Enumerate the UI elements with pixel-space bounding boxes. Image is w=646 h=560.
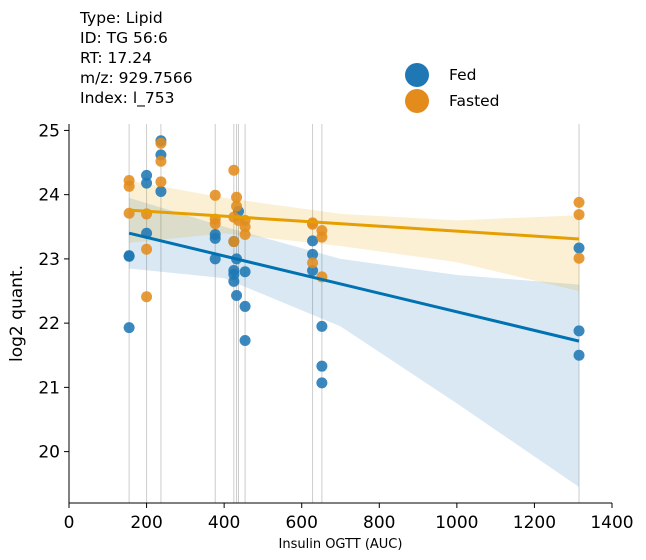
x-tick-label: 1200 xyxy=(513,513,556,533)
info-line-index: Index: l_753 xyxy=(80,89,175,107)
data-point-fed xyxy=(228,275,240,287)
regression-line-fasted xyxy=(129,208,580,241)
data-point-fed xyxy=(239,334,251,346)
data-point-fed xyxy=(239,266,251,278)
legend-label-fed: Fed xyxy=(449,66,477,84)
y-tick-label: 20 xyxy=(38,443,60,463)
data-point-fed xyxy=(239,300,251,312)
y-axis-label: log2 quant. xyxy=(7,265,27,362)
x-tick-label: 0 xyxy=(64,513,75,533)
data-point-fed xyxy=(209,232,221,244)
x-tick-label: 1400 xyxy=(590,513,633,533)
x-axis-label: Insulin OGTT (AUC) xyxy=(279,537,403,552)
info-line-type: Type: Lipid xyxy=(80,9,163,27)
data-point-fasted xyxy=(228,164,240,176)
data-point-fed xyxy=(141,169,153,181)
data-point-fasted xyxy=(573,209,585,221)
data-point-fasted xyxy=(231,191,243,203)
data-point-fasted xyxy=(307,257,319,269)
info-line-mz: m/z: 929.7566 xyxy=(80,69,193,87)
info-line-rt: RT: 17.24 xyxy=(80,49,152,67)
vertical-guide-lines xyxy=(128,124,580,503)
y-tick-label: 21 xyxy=(38,378,60,398)
data-point-fed xyxy=(316,320,328,332)
regression-lines xyxy=(128,208,580,343)
data-point-fasted xyxy=(239,228,251,240)
legend-marker-fed xyxy=(405,63,429,87)
data-point-fasted xyxy=(155,176,167,188)
data-point-fasted xyxy=(209,218,221,230)
data-point-fasted xyxy=(209,189,221,201)
data-point-fasted xyxy=(155,155,167,167)
data-point-fasted xyxy=(316,231,328,243)
data-point-fasted xyxy=(231,200,243,212)
chart-legend: Fed Fasted xyxy=(405,62,500,114)
y-tick-label: 25 xyxy=(38,121,60,141)
data-point-fasted xyxy=(239,221,251,233)
legend-entry-fasted: Fasted xyxy=(405,88,500,114)
data-point-fasted xyxy=(228,236,240,248)
data-point-fed xyxy=(155,185,167,197)
data-point-fasted xyxy=(123,180,135,192)
data-point-fasted xyxy=(141,291,153,303)
y-tick-label: 24 xyxy=(38,186,60,206)
data-point-fasted xyxy=(141,243,153,255)
data-point-fed xyxy=(573,349,585,361)
data-point-fed xyxy=(123,250,135,262)
data-point-fasted xyxy=(155,137,167,149)
confidence-bands xyxy=(129,180,580,487)
x-tick-label: 600 xyxy=(285,513,317,533)
axes: 0 200 400 600 800 1000 1200 1400 20 21 22 23 24 25 xyxy=(38,121,633,533)
data-point-fed xyxy=(316,360,328,372)
data-point-fed xyxy=(316,377,328,389)
data-point-fed xyxy=(141,177,153,189)
legend-label-fasted: Fasted xyxy=(449,92,500,110)
x-tick-label: 200 xyxy=(130,513,162,533)
x-tick-label: 400 xyxy=(208,513,240,533)
data-point-fasted xyxy=(573,252,585,264)
y-tick-label: 22 xyxy=(38,314,60,334)
x-tick-label: 800 xyxy=(363,513,395,533)
info-line-id: ID: TG 56:6 xyxy=(80,29,168,47)
data-point-fed xyxy=(231,290,243,302)
regression-line-fed xyxy=(128,231,580,343)
data-point-fed xyxy=(209,253,221,265)
data-point-fed xyxy=(573,325,585,337)
data-point-fed xyxy=(123,322,135,334)
data-point-fed xyxy=(307,248,319,260)
x-tick-label: 1000 xyxy=(435,513,478,533)
metadata-text-block: Type: Lipid ID: TG 56:6 RT: 17.24 m/z: 9… xyxy=(80,8,193,108)
y-tick-label: 23 xyxy=(38,250,60,270)
legend-entry-fed: Fed xyxy=(405,62,500,88)
data-point-fed xyxy=(573,242,585,254)
data-point-fed xyxy=(307,235,319,247)
data-point-fed xyxy=(307,264,319,276)
legend-marker-fasted xyxy=(405,89,429,113)
data-point-fasted xyxy=(573,196,585,208)
